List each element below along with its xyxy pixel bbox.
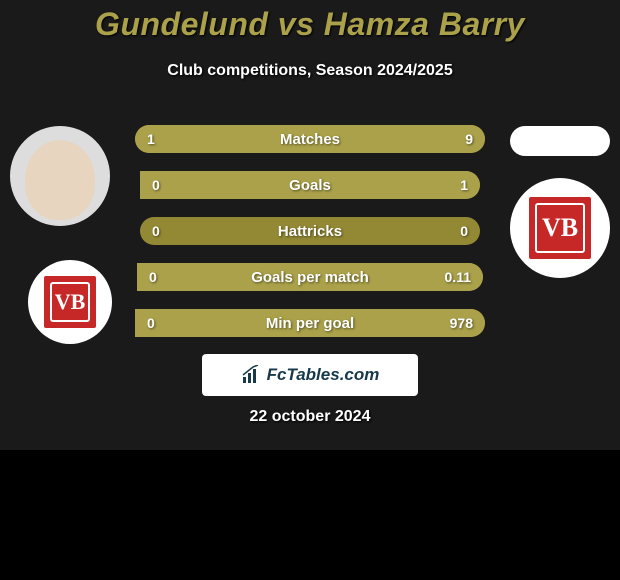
stat-label: Min per goal (266, 315, 354, 332)
stat-right-value: 0.11 (445, 269, 471, 285)
stat-right-value: 0 (460, 223, 468, 239)
page-title: Gundelund vs Hamza Barry (0, 6, 620, 43)
chart-icon (241, 365, 261, 385)
stats-container: 1 Matches 9 0 Goals 1 0 Hattricks 0 0 Goals per ma… (135, 125, 485, 355)
player1-avatar (10, 126, 110, 226)
stat-right-value: 1 (460, 177, 468, 193)
stat-right-value: 978 (450, 315, 473, 331)
club-badge-text: VB (542, 213, 578, 243)
stat-left-value: 1 (147, 131, 155, 147)
stat-row: 0 Goals per match 0.11 (137, 263, 483, 291)
logo-text: FcTables.com (267, 365, 380, 385)
player1-club-badge: VB (28, 260, 112, 344)
fctables-logo: FcTables.com (202, 354, 418, 396)
date-text: 22 october 2024 (0, 408, 620, 426)
stat-left-value: 0 (147, 315, 155, 331)
player1-face (25, 140, 95, 220)
stat-label: Goals (289, 177, 331, 194)
stat-left-value: 0 (149, 269, 157, 285)
stat-label: Goals per match (251, 269, 369, 286)
stat-row: 0 Goals 1 (140, 171, 480, 199)
stat-label: Matches (280, 131, 340, 148)
stat-row: 0 Min per goal 978 (135, 309, 485, 337)
player2-avatar (510, 126, 610, 156)
stat-left-value: 0 (152, 177, 160, 193)
stat-label: Hattricks (278, 223, 342, 240)
stat-row: 0 Hattricks 0 (140, 217, 480, 245)
stat-left-value: 0 (152, 223, 160, 239)
stat-right-value: 9 (465, 131, 473, 147)
page-subtitle: Club competitions, Season 2024/2025 (0, 62, 620, 80)
club-badge-text: VB (55, 289, 86, 315)
player2-club-badge: VB (510, 178, 610, 278)
stat-row: 1 Matches 9 (135, 125, 485, 153)
